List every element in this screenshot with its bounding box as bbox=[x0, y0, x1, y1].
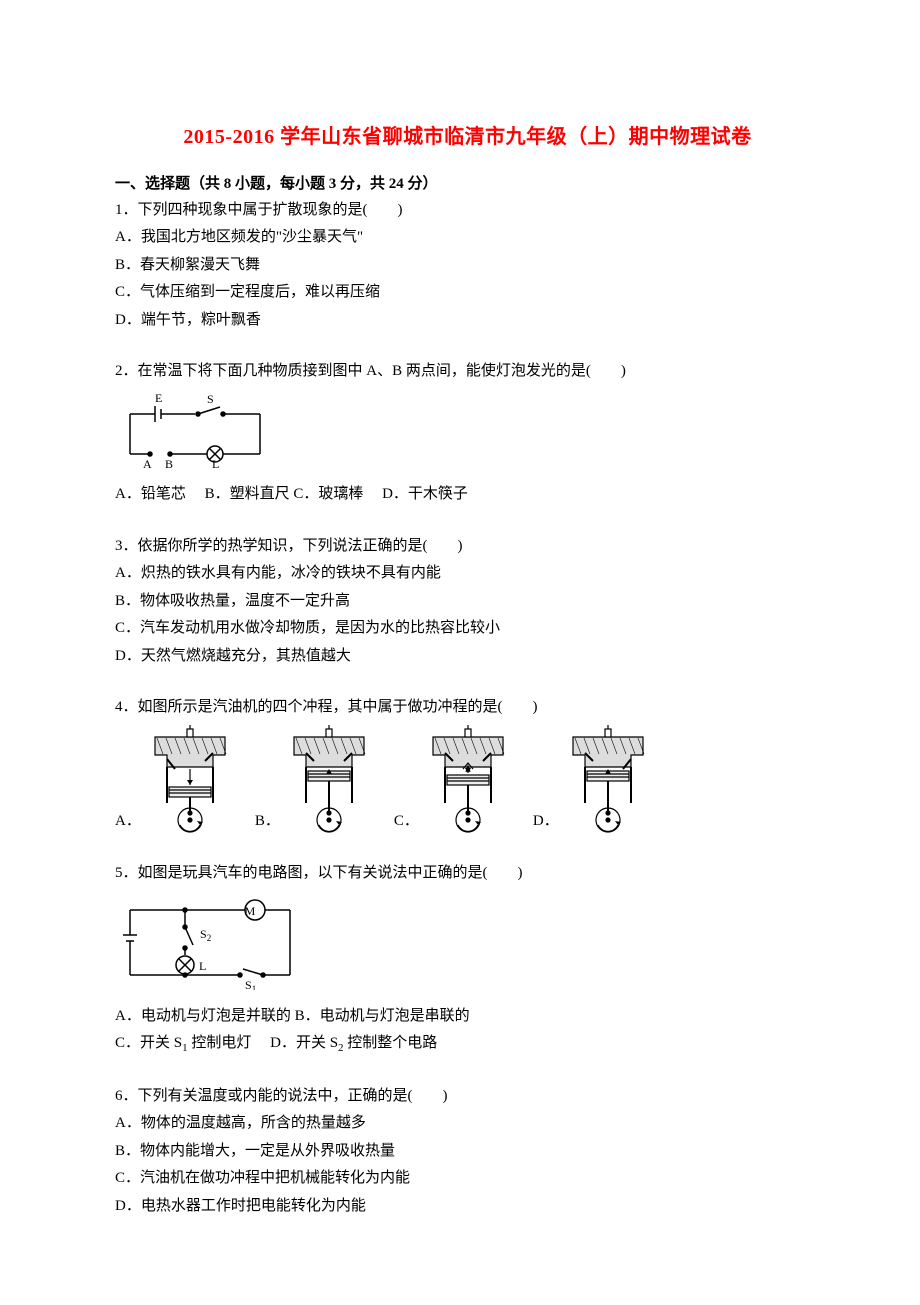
q6-opt-b: B．物体内能增大，一定是从外界吸收热量 bbox=[115, 1139, 820, 1165]
q1-opt-a: A．我国北方地区频发的"沙尘暴天气" bbox=[115, 225, 820, 251]
q3-opt-a: A．炽热的铁水具有内能，冰冷的铁块不具有内能 bbox=[115, 561, 820, 587]
q1-opt-d: D．端午节，粽叶飘香 bbox=[115, 308, 820, 334]
q6-opt-d: D．电热水器工作时把电能转化为内能 bbox=[115, 1194, 820, 1220]
section-1-heading: 一、选择题（共 8 小题，每小题 3 分，共 24 分） bbox=[115, 172, 820, 198]
question-2: 2．在常温下将下面几种物质接到图中 A、B 两点间，能使灯泡发光的是( ) bbox=[115, 359, 820, 508]
q6-opt-c: C．汽油机在做功冲程中把机械能转化为内能 bbox=[115, 1166, 820, 1192]
label-s2: S2 bbox=[200, 927, 211, 943]
question-3: 3．依据你所学的热学知识，下列说法正确的是( ) A．炽热的铁水具有内能，冰冷的… bbox=[115, 534, 820, 670]
page-title: 2015-2016 学年山东省聊城市临清市九年级（上）期中物理试卷 bbox=[115, 120, 820, 154]
label-b: B bbox=[165, 457, 173, 469]
q1-opt-b: B．春天柳絮漫天飞舞 bbox=[115, 253, 820, 279]
label-l: L bbox=[212, 457, 219, 469]
q3-opt-b: B．物体吸收热量，温度不一定升高 bbox=[115, 589, 820, 615]
engine-diagram-a bbox=[145, 725, 235, 835]
label-l5: L bbox=[199, 959, 206, 973]
question-6: 6．下列有关温度或内能的说法中，正确的是( ) A．物体的温度越高，所含的热量越… bbox=[115, 1084, 820, 1220]
label-s: S bbox=[207, 392, 214, 406]
engine-diagram-c bbox=[423, 725, 513, 835]
q2-circuit-diagram: E S A B L bbox=[115, 389, 820, 479]
q6-stem: 6．下列有关温度或内能的说法中，正确的是( ) bbox=[115, 1084, 820, 1110]
q2-stem: 2．在常温下将下面几种物质接到图中 A、B 两点间，能使灯泡发光的是( ) bbox=[115, 359, 820, 385]
q3-stem: 3．依据你所学的热学知识，下列说法正确的是( ) bbox=[115, 534, 820, 560]
q5-stem: 5．如图是玩具汽车的电路图，以下有关说法中正确的是( ) bbox=[115, 861, 820, 887]
q4-label-a: A． bbox=[115, 809, 141, 835]
label-e: E bbox=[155, 391, 162, 405]
engine-diagram-d bbox=[563, 725, 653, 835]
q3-opt-c: C．汽车发动机用水做冷却物质，是因为水的比热容比较小 bbox=[115, 616, 820, 642]
q4-label-c: C． bbox=[394, 809, 419, 835]
q3-opt-d: D．天然气燃烧越充分，其热值越大 bbox=[115, 644, 820, 670]
q4-diagram-row: A． B． C． D． bbox=[115, 725, 820, 835]
q4-stem: 4．如图所示是汽油机的四个冲程，其中属于做功冲程的是( ) bbox=[115, 695, 820, 721]
question-1: 1．下列四种现象中属于扩散现象的是( ) A．我国北方地区频发的"沙尘暴天气" … bbox=[115, 198, 820, 334]
engine-diagram-b bbox=[284, 725, 374, 835]
q1-stem: 1．下列四种现象中属于扩散现象的是( ) bbox=[115, 198, 820, 224]
label-m: M bbox=[245, 904, 256, 918]
label-s1: S1 bbox=[245, 978, 256, 990]
q5-circuit-diagram: M S2 L S1 bbox=[115, 890, 820, 1000]
label-a: A bbox=[143, 457, 152, 469]
q4-label-b: B． bbox=[255, 809, 280, 835]
q5-opts-ab: A．电动机与灯泡是并联的 B．电动机与灯泡是串联的 bbox=[115, 1004, 820, 1030]
q1-opt-c: C．气体压缩到一定程度后，难以再压缩 bbox=[115, 280, 820, 306]
question-5: 5．如图是玩具汽车的电路图，以下有关说法中正确的是( ) bbox=[115, 861, 820, 1058]
q2-opts: A．铅笔芯 B．塑料直尺 C．玻璃棒 D．干木筷子 bbox=[115, 482, 820, 508]
q6-opt-a: A．物体的温度越高，所含的热量越多 bbox=[115, 1111, 820, 1137]
q5-opts-cd: C．开关 S1 控制电灯 D．开关 S2 控制整个电路 bbox=[115, 1031, 820, 1058]
q4-label-d: D． bbox=[533, 809, 559, 835]
question-4: 4．如图所示是汽油机的四个冲程，其中属于做功冲程的是( ) A． B． C． D… bbox=[115, 695, 820, 835]
